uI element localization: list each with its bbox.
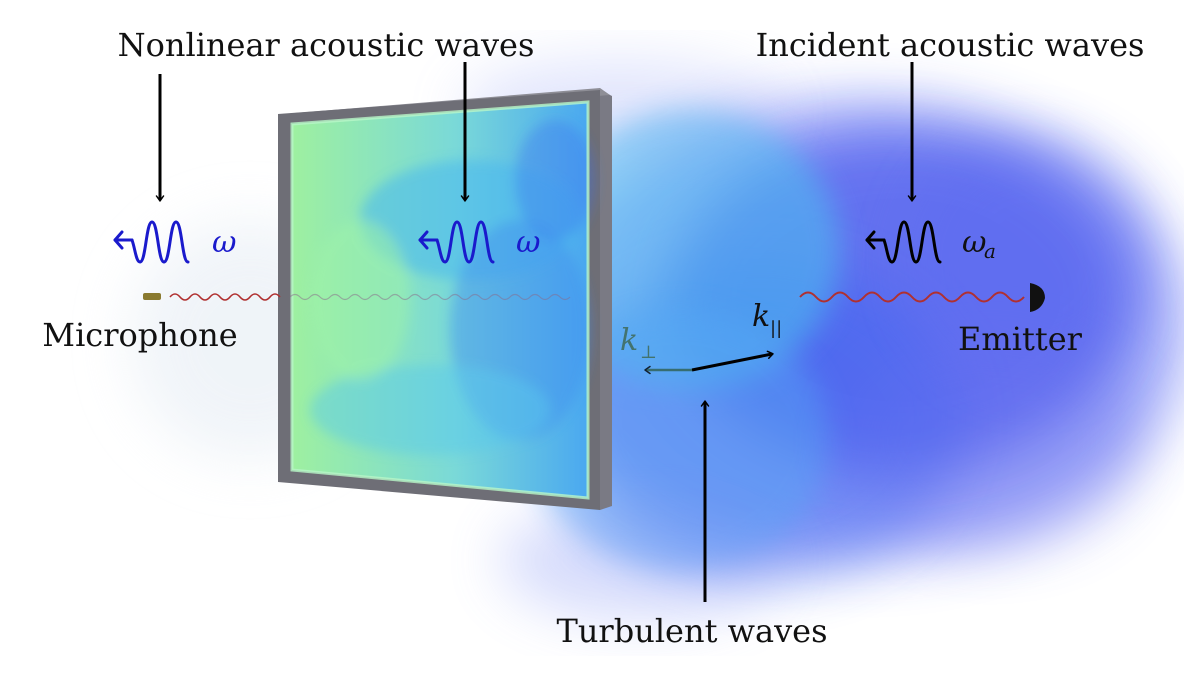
k-perp-label: k bbox=[620, 323, 638, 358]
microphone-label: Microphone bbox=[42, 316, 237, 354]
k-parallel-subscript: || bbox=[770, 318, 782, 339]
omega-middle-symbol: ω bbox=[516, 225, 540, 260]
k-parallel-label: k bbox=[752, 299, 770, 334]
wave-packet-middle bbox=[418, 220, 495, 264]
omega-left-symbol: ω bbox=[212, 225, 236, 260]
emitter-label: Emitter bbox=[958, 320, 1083, 358]
k-perp-subscript: ⊥ bbox=[640, 342, 657, 363]
turbulence-box bbox=[278, 88, 612, 510]
microphone-icon bbox=[143, 293, 161, 300]
turbulent-waves-label: Turbulent waves bbox=[556, 612, 827, 650]
acoustic-ripple-line bbox=[169, 291, 1025, 303]
wave-packet-left bbox=[113, 220, 190, 264]
nonlinear-waves-label: Nonlinear acoustic waves bbox=[118, 26, 535, 64]
turbulent-cloud bbox=[130, 60, 1184, 620]
k-parallel-vector bbox=[691, 350, 774, 372]
box-side-face bbox=[600, 90, 612, 510]
emitter-icon bbox=[1030, 283, 1045, 312]
omega-a-subscript: a bbox=[984, 239, 996, 263]
wave-packet-right bbox=[865, 220, 942, 264]
omega-a-symbol: ω bbox=[962, 225, 986, 260]
incident-waves-label: Incident acoustic waves bbox=[756, 26, 1145, 64]
